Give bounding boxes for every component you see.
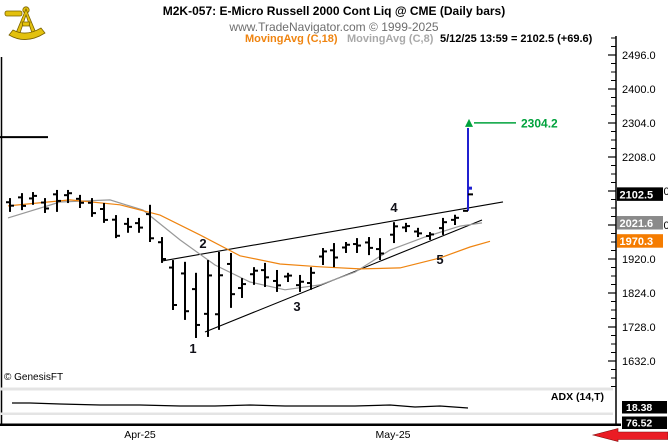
axis-badge-value-0: 2102.5: [620, 189, 654, 201]
axis-badge-bg-2: [617, 234, 663, 248]
wave-label-1: 1: [189, 341, 196, 356]
legend-movingavg18[interactable]: MovingAvg (C,18): [245, 33, 338, 45]
axis-price-label: 1728.0: [622, 322, 656, 334]
wave-label-4: 4: [390, 200, 398, 215]
legend-last-quote: 5/12/25 13:59 = 2102.5 (+69.6): [440, 33, 593, 45]
axis-price-label: 1632.0: [622, 356, 656, 368]
axis-badge-bg-0: [617, 187, 663, 201]
legend-movingavg8[interactable]: MovingAvg (C,8): [347, 33, 434, 45]
wave-label-3: 3: [293, 299, 300, 314]
adx-badge-bg-0: [622, 401, 667, 414]
axis-price-label: 2496.0: [622, 50, 656, 62]
genesisft-logo-icon: [4, 6, 46, 40]
wave-label-5: 5: [436, 252, 443, 267]
month-label-May-25: May-25: [375, 429, 410, 441]
chart-subtitle: www.TradeNavigator.com © 1999-2025: [229, 20, 439, 34]
axis-label-overflow: 0: [664, 220, 668, 232]
trendline-1: [162, 201, 504, 262]
axis-price-label: 1824.0: [622, 288, 656, 300]
target-price-label: 2304.2: [521, 116, 558, 130]
ma18-line: [7, 199, 491, 270]
adx-gridline: [0, 412, 613, 415]
month-label-Apr-25: Apr-25: [124, 429, 156, 441]
adx-badge-value-1: 76.52: [626, 418, 652, 430]
axis-badge-bg-1: [617, 216, 663, 230]
chart-title: M2K-057: E-Micro Russell 2000 Cont Liq @…: [162, 4, 506, 18]
axis-price-label: 2400.0: [622, 84, 656, 96]
adx-line: [12, 402, 469, 409]
target-arrow-icon: [465, 118, 473, 127]
axis-price-label: 2208.0: [622, 152, 656, 164]
time-axis-line: [0, 423, 621, 426]
axis-badge-value-1: 2021.6: [620, 218, 654, 230]
genesisft-watermark: © GenesisFT: [4, 372, 64, 383]
adx-panel-label: ADX (14,T): [551, 391, 604, 403]
adx-badge-value-0: 18.38: [626, 402, 652, 414]
adx-badge-bg-1: [622, 416, 667, 429]
scroll-latest-arrow-button[interactable]: [591, 428, 668, 442]
axis-label-overflow: 0: [664, 186, 668, 198]
axis-price-label: 1920.0: [622, 254, 656, 266]
ma8-line: [7, 199, 483, 291]
panel-separator: [0, 387, 613, 391]
wave-label-2: 2: [199, 236, 206, 251]
axis-badge-value-2: 1970.3: [620, 236, 654, 248]
axis-price-label: 2304.0: [622, 118, 656, 130]
